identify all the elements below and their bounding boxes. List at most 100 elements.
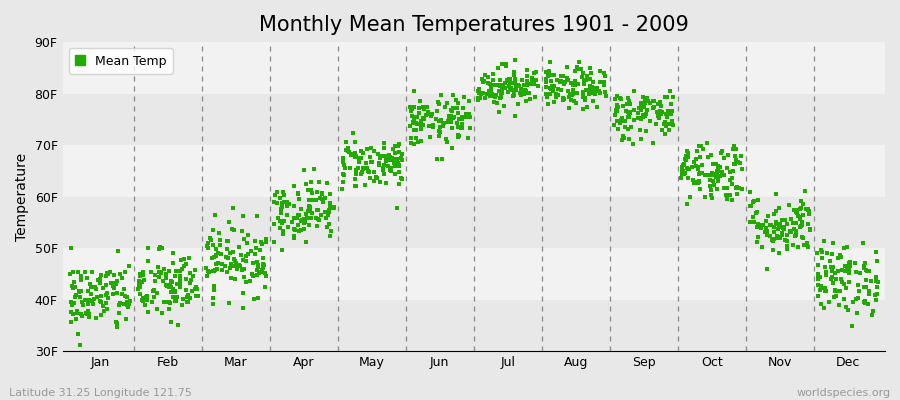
Point: [74, 277, 88, 284]
Point: [213, 237, 228, 243]
Point: [298, 218, 312, 225]
Point: [811, 276, 825, 282]
Point: [551, 92, 565, 98]
Point: [310, 188, 325, 195]
Point: [436, 123, 451, 130]
Point: [361, 168, 375, 174]
Point: [256, 255, 270, 262]
Point: [817, 287, 832, 294]
Point: [206, 241, 220, 248]
Legend: Mean Temp: Mean Temp: [68, 48, 173, 74]
Point: [578, 97, 592, 103]
Point: [402, 104, 417, 110]
Point: [491, 65, 505, 71]
Point: [584, 69, 598, 76]
Point: [539, 91, 554, 97]
Point: [621, 95, 635, 101]
Point: [484, 85, 499, 92]
Point: [576, 93, 590, 99]
Point: [120, 294, 134, 300]
Point: [542, 68, 556, 74]
Point: [558, 78, 572, 85]
Point: [212, 230, 227, 236]
Point: [431, 118, 446, 124]
Point: [486, 77, 500, 83]
Point: [695, 162, 709, 168]
Point: [99, 282, 113, 288]
Point: [623, 108, 637, 115]
Point: [476, 78, 491, 85]
Point: [614, 116, 628, 123]
Point: [749, 210, 763, 216]
Point: [677, 171, 691, 177]
Point: [320, 224, 334, 230]
Point: [164, 284, 178, 290]
Point: [180, 294, 194, 300]
Point: [545, 86, 560, 93]
Point: [454, 114, 469, 121]
Point: [63, 298, 77, 305]
Point: [709, 185, 724, 192]
Point: [62, 270, 77, 277]
Point: [751, 221, 765, 227]
Point: [561, 76, 575, 83]
Point: [232, 263, 247, 269]
Point: [373, 155, 387, 161]
Point: [255, 266, 269, 273]
Point: [494, 94, 508, 100]
Point: [121, 302, 135, 308]
Point: [770, 233, 785, 240]
Point: [665, 122, 680, 128]
Point: [370, 175, 384, 182]
Point: [293, 218, 308, 224]
Point: [459, 114, 473, 121]
Point: [220, 269, 234, 275]
Point: [402, 123, 417, 130]
Point: [229, 276, 243, 282]
Point: [658, 93, 672, 100]
Point: [556, 73, 571, 79]
Point: [858, 300, 872, 306]
Point: [116, 286, 130, 293]
Point: [436, 121, 450, 128]
Point: [813, 287, 827, 293]
Point: [565, 82, 580, 88]
Point: [107, 280, 122, 286]
Point: [508, 92, 522, 98]
Point: [691, 166, 706, 172]
Point: [688, 163, 703, 170]
Point: [688, 159, 702, 166]
Point: [316, 199, 330, 205]
Point: [635, 104, 650, 111]
Point: [305, 190, 320, 196]
Point: [207, 211, 221, 218]
Point: [299, 180, 313, 187]
Point: [173, 274, 187, 280]
Point: [787, 226, 801, 232]
Point: [734, 153, 748, 159]
Point: [303, 204, 318, 210]
Point: [585, 87, 599, 94]
Point: [579, 77, 593, 84]
Point: [270, 188, 284, 195]
Point: [417, 116, 431, 122]
Point: [675, 171, 689, 177]
Point: [717, 172, 732, 178]
Point: [249, 258, 264, 265]
Point: [645, 98, 660, 104]
Point: [96, 308, 111, 314]
Point: [664, 118, 679, 124]
Point: [280, 212, 294, 218]
Point: [412, 105, 427, 112]
Point: [576, 70, 590, 76]
Point: [84, 291, 98, 297]
Point: [767, 229, 781, 236]
Point: [609, 92, 624, 99]
Point: [547, 72, 562, 78]
Point: [703, 183, 717, 189]
Point: [337, 162, 351, 168]
Point: [640, 107, 654, 114]
Point: [638, 97, 652, 103]
Point: [444, 106, 458, 113]
Point: [819, 272, 833, 279]
